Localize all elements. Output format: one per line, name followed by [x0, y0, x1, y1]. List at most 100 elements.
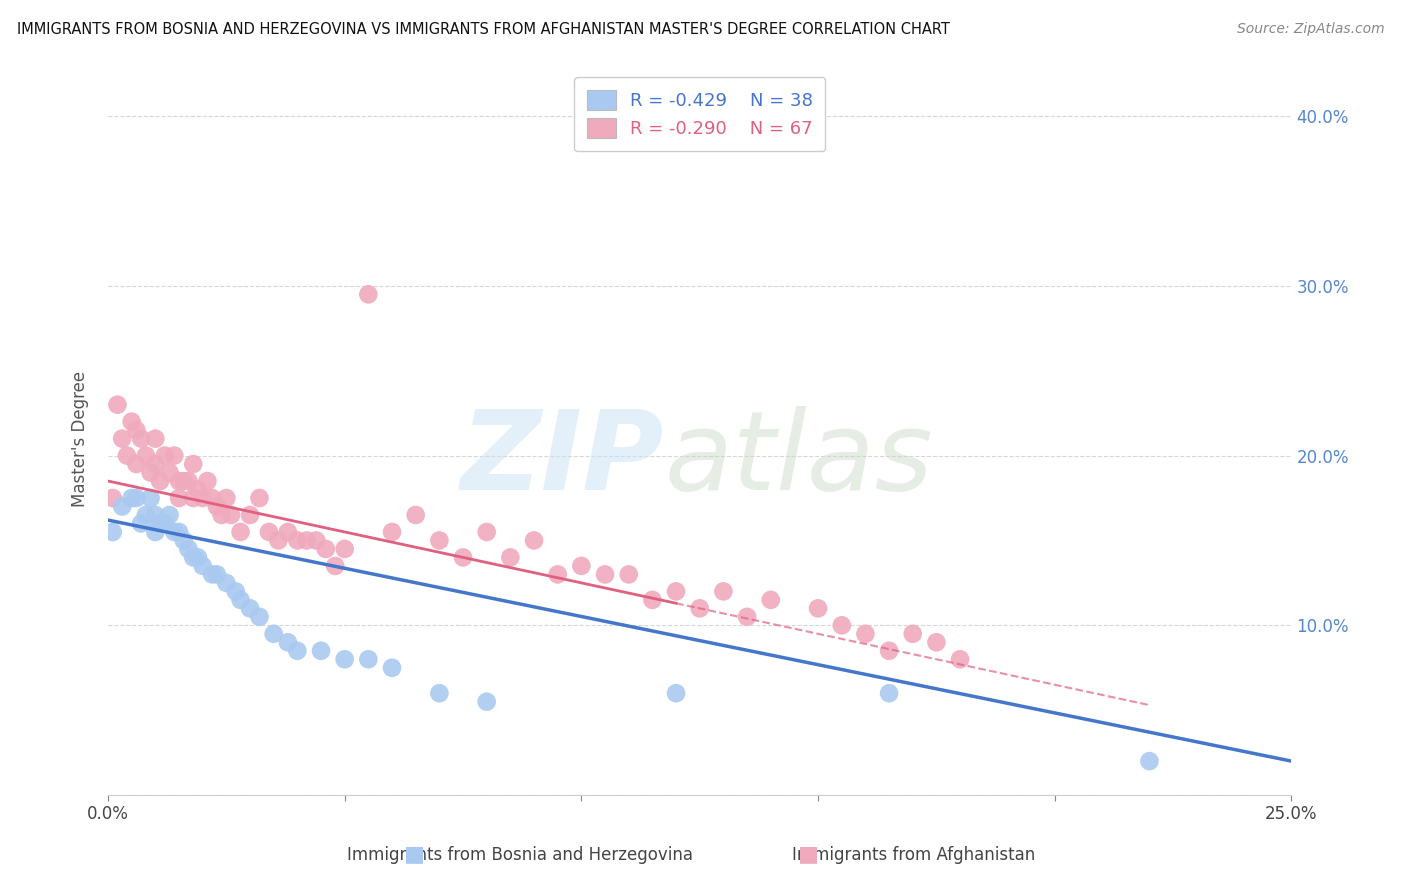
Point — [499, 550, 522, 565]
Point — [167, 524, 190, 539]
Point — [239, 601, 262, 615]
Point — [159, 508, 181, 522]
Point — [187, 483, 209, 497]
Point — [641, 592, 664, 607]
Point — [187, 550, 209, 565]
Point — [949, 652, 972, 666]
Point — [143, 457, 166, 471]
Point — [205, 500, 228, 514]
Point — [277, 524, 299, 539]
Point — [925, 635, 948, 649]
Point — [323, 558, 346, 573]
Point — [205, 567, 228, 582]
Point — [1139, 754, 1161, 768]
Point — [129, 516, 152, 531]
Point — [807, 601, 830, 615]
Text: ZIP: ZIP — [461, 407, 664, 514]
Point — [405, 508, 427, 522]
Point — [177, 541, 200, 556]
Point — [333, 652, 356, 666]
Point — [257, 524, 280, 539]
Point — [381, 524, 404, 539]
Point — [153, 449, 176, 463]
Text: Source: ZipAtlas.com: Source: ZipAtlas.com — [1237, 22, 1385, 37]
Point — [665, 584, 688, 599]
Point — [211, 508, 233, 522]
Point — [121, 491, 143, 505]
Point — [229, 592, 252, 607]
Point — [219, 508, 242, 522]
Point — [111, 500, 134, 514]
Point — [197, 474, 219, 488]
Point — [665, 686, 688, 700]
Point — [309, 644, 332, 658]
Point — [295, 533, 318, 548]
Point — [831, 618, 853, 632]
Point — [689, 601, 711, 615]
Point — [735, 610, 758, 624]
Point — [143, 524, 166, 539]
Point — [139, 466, 162, 480]
Point — [569, 558, 592, 573]
Point — [877, 686, 900, 700]
Point — [901, 627, 924, 641]
Point — [427, 533, 450, 548]
Point — [305, 533, 328, 548]
Point — [143, 508, 166, 522]
Point — [191, 558, 214, 573]
Point — [239, 508, 262, 522]
Text: Immigrants from Afghanistan: Immigrants from Afghanistan — [792, 846, 1036, 863]
Point — [201, 491, 224, 505]
Point — [277, 635, 299, 649]
Point — [451, 550, 474, 565]
Point — [149, 516, 172, 531]
Point — [263, 627, 285, 641]
Point — [593, 567, 616, 582]
Text: ■: ■ — [799, 845, 818, 864]
Point — [759, 592, 782, 607]
Point — [215, 575, 238, 590]
Point — [547, 567, 569, 582]
Point — [225, 584, 247, 599]
Point — [285, 644, 308, 658]
Point — [475, 524, 498, 539]
Point — [125, 491, 148, 505]
Point — [125, 423, 148, 437]
Point — [163, 449, 186, 463]
Point — [135, 449, 157, 463]
Point — [163, 524, 186, 539]
Point — [617, 567, 640, 582]
Point — [855, 627, 877, 641]
Point — [357, 287, 380, 301]
Point — [475, 695, 498, 709]
Point — [181, 491, 204, 505]
Text: IMMIGRANTS FROM BOSNIA AND HERZEGOVINA VS IMMIGRANTS FROM AFGHANISTAN MASTER'S D: IMMIGRANTS FROM BOSNIA AND HERZEGOVINA V… — [17, 22, 949, 37]
Point — [143, 432, 166, 446]
Point — [153, 516, 176, 531]
Point — [315, 541, 337, 556]
Point — [111, 432, 134, 446]
Point — [129, 432, 152, 446]
Point — [115, 449, 138, 463]
Point — [173, 533, 195, 548]
Point — [215, 491, 238, 505]
Point — [285, 533, 308, 548]
Point — [713, 584, 735, 599]
Point — [877, 644, 900, 658]
Point — [181, 550, 204, 565]
Text: Immigrants from Bosnia and Herzegovina: Immigrants from Bosnia and Herzegovina — [347, 846, 693, 863]
Point — [249, 491, 271, 505]
Point — [149, 474, 172, 488]
Point — [135, 508, 157, 522]
Point — [229, 524, 252, 539]
Text: atlas: atlas — [664, 407, 932, 514]
Point — [333, 541, 356, 556]
Text: ■: ■ — [405, 845, 425, 864]
Point — [159, 466, 181, 480]
Point — [267, 533, 290, 548]
Point — [249, 610, 271, 624]
Point — [101, 524, 124, 539]
Point — [177, 474, 200, 488]
Point — [107, 398, 129, 412]
Point — [181, 457, 204, 471]
